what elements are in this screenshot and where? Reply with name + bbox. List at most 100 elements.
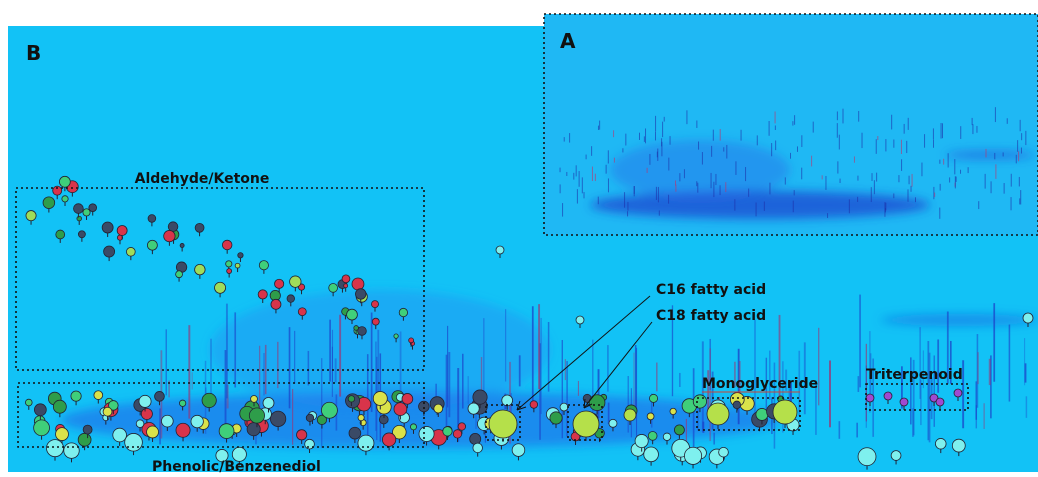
bubble [674,425,684,435]
bubble [348,396,354,402]
bubble [936,398,944,406]
bubble [226,261,232,267]
bubble [394,403,407,416]
bubble [103,407,112,416]
bubble [410,424,416,430]
bubble [344,284,348,288]
bubble [576,316,584,324]
bubble [394,334,398,338]
bubble [62,196,68,202]
bubble [382,433,395,446]
bubble [147,426,159,438]
bubble [489,410,517,438]
bubble [858,448,876,466]
bubble [117,225,127,235]
group-label: Monoglyceride [702,376,818,392]
bubble [78,433,91,446]
group-label: Phenolic/Benzenediol [152,459,321,475]
bubble [347,309,358,320]
bubble [219,424,234,439]
bubble [649,394,657,402]
bubble [78,231,85,238]
bubble [402,393,413,404]
bubble [434,404,443,413]
bubble [355,289,366,300]
bubble [371,301,378,308]
bubble [884,392,892,400]
bubble [247,423,260,436]
bubble [470,433,481,444]
bubble [139,395,151,407]
bubble [180,243,184,247]
bubble [935,438,946,449]
bubble [866,394,874,402]
bubble [74,204,84,214]
bubble [342,275,350,283]
bubble [83,209,90,216]
bubble [502,395,513,406]
bubble [176,423,190,437]
group-label: C16 fatty acid [656,282,766,298]
bubble [71,391,81,401]
bubble [530,401,538,409]
bubble [399,308,407,316]
bubble [102,222,113,233]
bubble [125,433,143,451]
bubble [354,326,359,331]
bubble [954,389,962,397]
bubble [419,426,434,441]
bubble [25,399,32,406]
bubble [589,395,605,411]
bubble [26,211,36,221]
bubble [287,295,295,303]
bubble [136,420,144,428]
bubble [215,282,226,293]
panel-label: A [560,29,576,53]
bubble [46,440,63,457]
bubble [83,425,92,434]
bubble [373,391,387,405]
bubble [53,400,66,413]
bubble [372,318,379,325]
bubble [34,404,46,416]
bubble [56,230,65,239]
figure: B A Aldehyde/Ketone C16 fatty acid C18 f… [0,0,1038,477]
bubble [161,415,173,427]
bubble [409,338,414,343]
bubble [693,395,706,408]
bubble [195,264,206,275]
bubble [663,433,671,441]
bubble [329,283,338,292]
bubble [550,412,562,424]
bubble [43,197,55,209]
bubble [560,403,568,411]
bubble [179,400,185,406]
bubble [34,420,50,436]
bubble [670,408,676,414]
bubble [453,430,461,438]
bubble [352,278,364,290]
bubble [222,240,232,250]
bubble [59,176,70,187]
bubble [94,391,103,400]
bubble [141,408,152,419]
bubble [113,428,127,442]
bubble [164,230,175,241]
bubble [126,247,135,256]
group-label: Triterpenoid [866,367,963,383]
bubble [349,427,361,439]
bubble [202,393,216,407]
bubble [952,439,965,452]
bubble [756,408,768,420]
bubble [458,423,465,430]
bubble [648,431,657,440]
bubble [147,240,157,250]
bubble [358,415,364,421]
bubble [298,308,306,316]
bubble [684,447,701,464]
bubble [297,430,307,440]
bubble [104,246,115,257]
bubble [773,400,797,424]
bubble [609,419,617,427]
bubble [496,246,504,254]
